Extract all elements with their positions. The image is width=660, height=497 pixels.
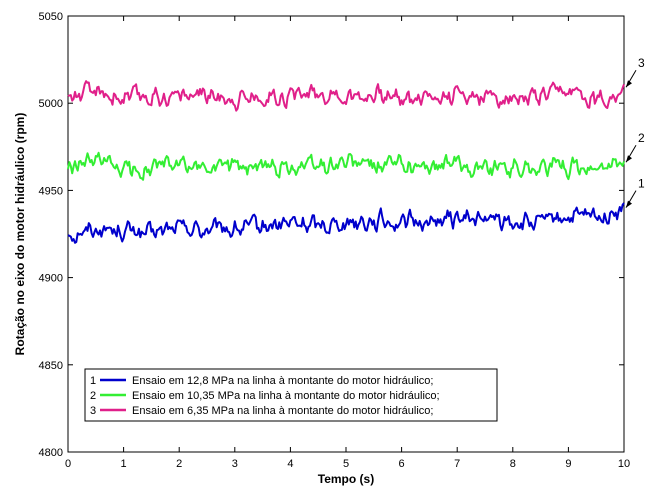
legend-entry-label: Ensaio em 10,35 MPa na linha à montante … bbox=[132, 390, 440, 402]
series-line-1 bbox=[67, 202, 625, 244]
x-tick-label: 2 bbox=[176, 458, 182, 470]
y-axis-ticks: 4800 4850 4900 4950 5000 5050 bbox=[39, 11, 624, 459]
legend: 1 Ensaio em 12,8 MPa na linha à montante … bbox=[84, 368, 498, 422]
legend-box bbox=[84, 368, 498, 422]
y-tick-label: 4850 bbox=[39, 360, 63, 372]
arrow-head-icon bbox=[626, 80, 632, 88]
series-end-label: 2 bbox=[638, 131, 645, 145]
series-line-2 bbox=[67, 151, 625, 181]
x-axis-ticks: 0 1 2 3 4 5 6 7 8 9 10 bbox=[65, 16, 630, 470]
series-line-3 bbox=[67, 80, 625, 112]
series-end-labels: 1 2 3 bbox=[625, 56, 645, 208]
legend-entry-label: Ensaio em 6,35 MPa na linha à montante d… bbox=[132, 405, 433, 417]
series-end-label: 1 bbox=[638, 177, 645, 191]
legend-number: 1 bbox=[90, 375, 96, 387]
legend-number: 2 bbox=[90, 390, 96, 402]
x-tick-label: 0 bbox=[65, 458, 71, 470]
y-axis-label: Rotação no eixo do motor hidráulico (rpm… bbox=[13, 113, 27, 356]
y-tick-label: 4950 bbox=[39, 185, 63, 197]
arrow-head-icon bbox=[626, 155, 632, 163]
x-tick-label: 6 bbox=[399, 458, 405, 470]
series-end-label: 3 bbox=[638, 56, 645, 70]
x-tick-label: 9 bbox=[565, 458, 571, 470]
arrow-head-icon bbox=[626, 200, 632, 208]
x-tick-label: 7 bbox=[454, 458, 460, 470]
y-tick-label: 5000 bbox=[39, 98, 63, 110]
y-tick-label: 4800 bbox=[39, 447, 63, 459]
y-tick-label: 5050 bbox=[39, 11, 63, 23]
x-tick-label: 8 bbox=[510, 458, 516, 470]
y-tick-label: 4900 bbox=[39, 273, 63, 285]
x-axis-label: Tempo (s) bbox=[318, 472, 374, 486]
x-tick-label: 10 bbox=[618, 458, 630, 470]
x-tick-label: 3 bbox=[232, 458, 238, 470]
x-tick-label: 4 bbox=[287, 458, 293, 470]
legend-number: 3 bbox=[90, 405, 96, 417]
x-tick-label: 1 bbox=[121, 458, 127, 470]
legend-entry-label: Ensaio em 12,8 MPa na linha à montante d… bbox=[132, 375, 433, 387]
x-tick-label: 5 bbox=[343, 458, 349, 470]
series-lines bbox=[67, 80, 625, 244]
